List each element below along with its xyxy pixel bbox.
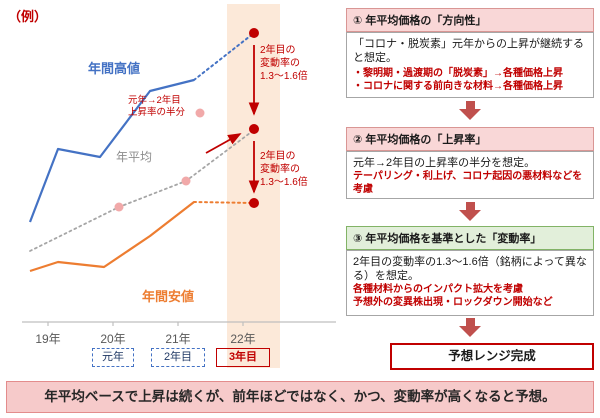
annotation-line: 変動率の xyxy=(260,164,300,175)
forecast-point-high xyxy=(249,28,259,38)
avg-point-year2 xyxy=(181,176,191,186)
annotation-line: 元年→2年目 xyxy=(128,95,181,106)
annotation-line: 2年目の xyxy=(260,151,296,162)
half-rise-arrow xyxy=(205,133,242,154)
x-axis-label-22: 22年 xyxy=(230,332,256,346)
down-arrow-icon xyxy=(459,318,481,337)
step-3-note: 予想外の変異株出現・ロックダウン開始など xyxy=(353,297,553,308)
step-1-text: 「コロナ・脱炭素」元年からの上昇が継続すると想定。 xyxy=(353,38,584,64)
annotation-line: 上昇率の半分 xyxy=(128,107,186,118)
annotation-line: 変動率の xyxy=(260,58,300,69)
step-1-note: ・黎明期・過渡期の「脱炭素」→各種価格上昇 xyxy=(353,68,563,79)
footer-banner: 年平均ベースで上昇は続くが、前年ほどではなく、かつ、変動率が高くなると予想。 xyxy=(6,381,594,413)
series-label-annual-average: 年平均 xyxy=(116,150,153,164)
down-arrow-icon xyxy=(459,101,481,120)
down-arrow-icon xyxy=(459,202,481,221)
step-2-note: テーパリング・利上げ、コロナ起因の悪材料などを考慮 xyxy=(353,171,583,195)
step-3-body: 2年目の変動率の1.3～1.6倍（銘柄によって異なる）を想定。 各種材料からのイ… xyxy=(346,250,594,316)
low-line xyxy=(29,201,195,273)
arrow-head xyxy=(459,109,481,120)
step-2-body: 元年→2年目の上昇率の半分を想定。 テーパリング・利上げ、コロナ起因の悪材料など… xyxy=(346,151,594,199)
annotation-half-rise: 元年→2年目 上昇率の半分 xyxy=(128,95,185,119)
step-1-title: ① 年平均価格の「方向性」 xyxy=(353,15,487,27)
stage-label-first-year: 元年 xyxy=(92,348,134,367)
high-line-projection xyxy=(193,32,255,81)
stage-label-second-year: 2年目 xyxy=(151,348,205,367)
step-1-note: ・コロナに関する前向きな材料→各種価格上昇 xyxy=(353,81,563,92)
annotation-line: 1.3～1.6倍 xyxy=(260,71,308,82)
annotation-volatility-lower: 2年目の 変動率の 1.3～1.6倍 xyxy=(260,150,308,189)
arrow-stem xyxy=(465,202,475,210)
stage-label-third-year: 3年目 xyxy=(216,348,270,367)
step-1-header: ① 年平均価格の「方向性」 xyxy=(346,8,594,32)
annotation-volatility-upper: 2年目の 変動率の 1.3～1.6倍 xyxy=(260,44,308,83)
step-2-text: 元年→2年目の上昇率の半分を想定。 xyxy=(353,157,536,169)
annotation-line: 2年目の xyxy=(260,45,296,56)
step-3-title: ③ 年平均価格を基準とした「変動率」 xyxy=(353,233,542,245)
x-axis-label-21: 21年 xyxy=(165,332,191,346)
arrow-head xyxy=(459,210,481,221)
step-3-note: 各種材料からのインパクト拡大を考慮 xyxy=(353,284,523,295)
low-line-projection xyxy=(193,201,255,204)
arrow-stem xyxy=(465,101,475,109)
x-axis-label-19: 19年 xyxy=(35,332,61,346)
x-axis-label-20: 20年 xyxy=(100,332,126,346)
series-label-annual-high: 年間高値 xyxy=(88,61,141,76)
high-line xyxy=(28,78,195,223)
arrow-head xyxy=(459,326,481,337)
step-2-title: ② 年平均価格の「上昇率」 xyxy=(353,134,487,146)
forecast-point-avg xyxy=(249,124,259,134)
step-2-header: ② 年平均価格の「上昇率」 xyxy=(346,127,594,151)
avg-line xyxy=(29,129,255,252)
forecast-point-low xyxy=(249,198,259,208)
step-3-header: ③ 年平均価格を基準とした「変動率」 xyxy=(346,226,594,250)
result-label: 予想レンジ完成 xyxy=(448,349,536,363)
half-rise-point xyxy=(195,108,205,118)
avg-point-year1 xyxy=(114,202,124,212)
arrow-stem xyxy=(465,318,475,326)
example-label: （例） xyxy=(8,9,48,24)
footer-text: 年平均ベースで上昇は続くが、前年ほどではなく、かつ、変動率が高くなると予想。 xyxy=(44,389,556,404)
step-3-text: 2年目の変動率の1.3～1.6倍（銘柄によって異なる）を想定。 xyxy=(353,256,587,282)
step-1-body: 「コロナ・脱炭素」元年からの上昇が継続すると想定。 ・黎明期・過渡期の「脱炭素」… xyxy=(346,32,594,98)
price-range-chart xyxy=(22,28,336,326)
series-label-annual-low: 年間安値 xyxy=(142,289,195,304)
annotation-line: 1.3～1.6倍 xyxy=(260,177,308,188)
result-box: 予想レンジ完成 xyxy=(390,343,594,370)
